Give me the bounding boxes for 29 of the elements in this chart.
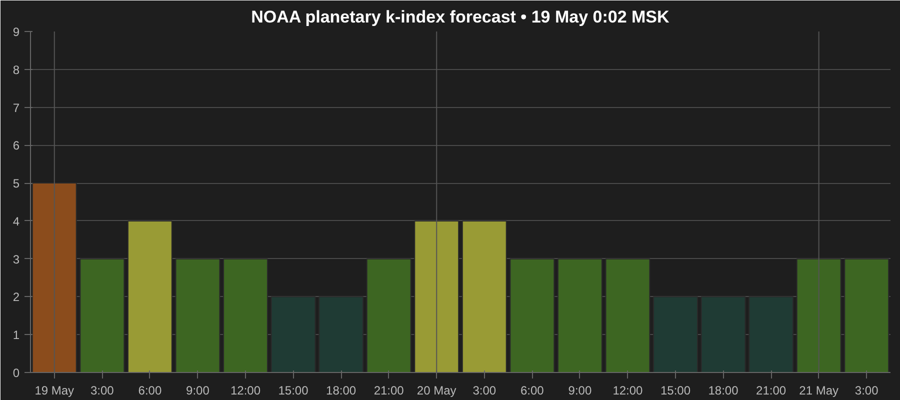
x-tick-label: 3:00 — [854, 384, 879, 398]
x-tick-label: 20 May — [416, 384, 456, 398]
x-tick-label: 19 May — [34, 384, 74, 398]
y-tick-label: 6 — [12, 138, 20, 153]
y-tick-label: 8 — [12, 62, 20, 77]
y-tick-label: 7 — [12, 100, 20, 115]
x-tick-label: 6:00 — [138, 384, 162, 398]
chart-title: NOAA planetary k-index forecast • 19 May 0:02 MSK — [251, 8, 670, 26]
x-tick-label: 18:00 — [326, 384, 356, 398]
y-tick-label: 3 — [12, 252, 20, 266]
y-tick-label: 0 — [12, 366, 20, 380]
x-tick-label: 21 May — [799, 384, 839, 398]
y-tick-label: 9 — [12, 25, 20, 39]
x-tick-label: 21:00 — [374, 384, 404, 398]
x-tick-label: 9:00 — [568, 384, 592, 398]
y-tick-label: 1 — [12, 328, 20, 342]
x-tick-label: 6:00 — [520, 384, 544, 398]
x-tick-label: 3:00 — [472, 384, 496, 398]
x-tick-label: 15:00 — [660, 384, 691, 398]
x-tick-label: 9:00 — [186, 384, 210, 398]
x-tick-label: 21:00 — [756, 384, 786, 398]
y-tick-label: 2 — [12, 290, 20, 304]
x-tick-label: 12:00 — [230, 384, 261, 398]
y-tick-label: 4 — [12, 214, 20, 228]
x-tick-label: 3:00 — [90, 384, 114, 398]
y-tick-label: 5 — [12, 176, 20, 191]
x-tick-label: 15:00 — [278, 384, 309, 398]
x-tick-label: 18:00 — [708, 384, 739, 398]
x-tick-label: 12:00 — [612, 384, 644, 398]
